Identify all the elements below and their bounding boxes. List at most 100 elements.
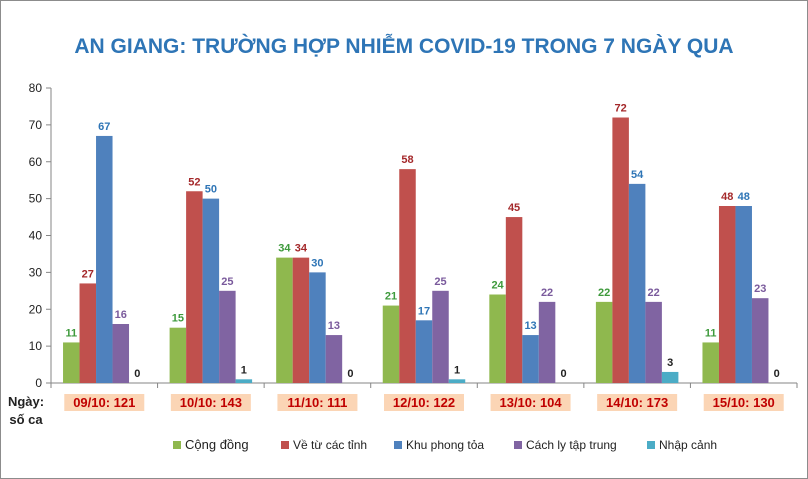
data-label: 50 <box>205 184 217 196</box>
data-label: 72 <box>615 103 627 115</box>
bar <box>96 135 113 383</box>
legend-label: Cộng đồng <box>185 437 249 452</box>
data-label: 48 <box>721 191 733 203</box>
data-label: 30 <box>311 257 323 269</box>
category-label-bg <box>277 394 358 411</box>
y-tick-label: 40 <box>29 229 43 243</box>
data-label: 24 <box>491 280 504 292</box>
data-label: 34 <box>295 243 308 255</box>
data-label: 58 <box>401 154 413 166</box>
bar <box>595 301 613 383</box>
legend: Cộng đồng Về từ các tỉnh Khu phong tỏa Cách… <box>173 437 717 452</box>
data-label: 0 <box>347 368 353 380</box>
bar <box>612 117 629 383</box>
category-label-bg <box>490 394 571 411</box>
data-label: 0 <box>561 368 567 380</box>
data-label: 3 <box>667 357 673 369</box>
legend-label: Nhập cảnh <box>659 438 717 452</box>
data-label: 15 <box>172 313 184 325</box>
data-label: 21 <box>385 291 397 303</box>
bar <box>661 371 679 383</box>
y-tick-label: 10 <box>29 339 43 353</box>
bar <box>448 379 466 383</box>
category-label: 13/10: 104 <box>499 395 562 410</box>
bar <box>399 169 416 383</box>
bar <box>702 342 719 383</box>
bar <box>735 206 752 383</box>
bar <box>63 342 80 383</box>
category-label-bg <box>384 394 464 411</box>
category-label: 15/10: 130 <box>713 395 775 410</box>
bar <box>292 257 310 383</box>
x-axis-label: Ngày: số ca <box>8 394 44 427</box>
y-tick-label: 20 <box>29 302 43 316</box>
data-label: 54 <box>631 169 644 181</box>
data-label: 22 <box>541 287 553 299</box>
data-label: 25 <box>221 276 233 288</box>
bar <box>718 206 736 383</box>
bar <box>276 257 293 383</box>
bar <box>538 301 556 383</box>
y-tick-label: 50 <box>29 192 43 206</box>
data-label: 45 <box>508 202 520 214</box>
bar <box>522 335 539 383</box>
data-label: 23 <box>754 283 766 295</box>
legend-swatch <box>394 441 402 449</box>
data-label: 1 <box>454 364 460 376</box>
bar <box>415 320 433 383</box>
data-label: 34 <box>278 243 291 255</box>
data-label: 52 <box>188 176 200 188</box>
bar <box>202 198 220 383</box>
category-label: 09/10: 121 <box>73 395 135 410</box>
y-tick-label: 80 <box>29 81 43 95</box>
data-label: 22 <box>598 287 610 299</box>
category-label: 10/10: 143 <box>180 395 242 410</box>
bar <box>432 290 449 383</box>
data-label: 13 <box>328 320 340 332</box>
data-label: 22 <box>648 287 660 299</box>
bar <box>186 191 203 383</box>
data-label: 11 <box>705 327 717 339</box>
category-label-bg <box>597 394 678 411</box>
legend-swatch <box>281 441 289 449</box>
bar <box>505 217 523 383</box>
legend-swatch <box>514 441 522 449</box>
legend-label: Cách ly tập trung <box>526 438 617 452</box>
category-labels: 09/10: 121 10/10: 143 11/10: 111 12/10: 122… <box>64 394 784 411</box>
y-tick-label: 30 <box>29 265 43 279</box>
category-label-bg <box>64 394 145 411</box>
y-tick-label: 60 <box>29 155 43 169</box>
bar <box>112 324 130 383</box>
data-label: 48 <box>738 191 750 203</box>
bar <box>325 335 343 383</box>
data-label: 27 <box>82 268 94 280</box>
legend-swatch <box>647 441 655 449</box>
bar <box>309 272 326 383</box>
bar <box>219 290 236 383</box>
bar <box>169 327 187 383</box>
data-label: 16 <box>115 309 127 321</box>
data-label: 13 <box>524 320 536 332</box>
data-label: 11 <box>65 327 77 339</box>
y-tick-label: 0 <box>35 376 42 390</box>
bar <box>751 298 769 383</box>
data-label: 67 <box>98 121 110 133</box>
legend-label: Về từ các tỉnh <box>293 438 367 452</box>
category-label: 11/10: 111 <box>287 395 347 410</box>
data-label: 0 <box>134 368 140 380</box>
category-label-bg <box>170 394 251 411</box>
bar <box>79 283 97 383</box>
category-label-bg <box>703 394 784 411</box>
bar <box>382 305 400 383</box>
data-label: 25 <box>434 276 446 288</box>
bar <box>489 294 506 383</box>
data-label: 17 <box>418 305 430 317</box>
bars <box>63 117 769 383</box>
category-label: 14/10: 173 <box>606 395 668 410</box>
legend-swatch <box>173 441 181 449</box>
bar <box>645 301 662 383</box>
data-label: 0 <box>774 368 780 380</box>
legend-label: Khu phong tỏa <box>406 438 484 452</box>
